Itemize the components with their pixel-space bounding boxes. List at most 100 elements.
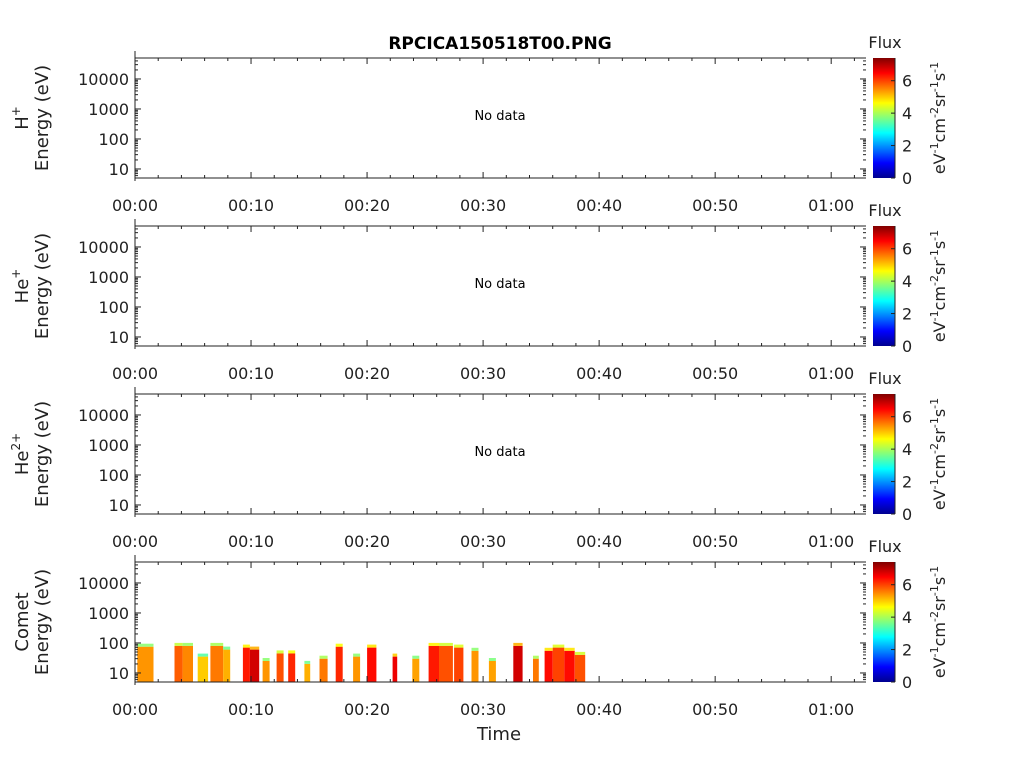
- colorbar-unit-part: -1: [928, 81, 941, 92]
- colorbar-unit-label: eV-1cm-2sr-1s-1: [928, 230, 949, 342]
- colorbar-unit-part: eV: [930, 321, 949, 342]
- colorbar-tick-label: 2: [902, 473, 912, 492]
- x-tick-label: 00:20: [344, 532, 390, 551]
- x-tick-label: 00:40: [576, 700, 622, 719]
- spectrogram-cell: [513, 645, 523, 682]
- y-tick-label: 10000: [78, 70, 129, 89]
- y-tick-label: 1000: [88, 604, 129, 623]
- no-data-annotation: No data: [474, 277, 525, 292]
- colorbar-tick-label: 0: [902, 337, 912, 356]
- y-axis-species: He: [12, 451, 33, 476]
- colorbar-unit-part: -1: [928, 249, 941, 260]
- colorbar-unit-part: sr: [930, 596, 949, 611]
- spectrogram-cell: [353, 656, 361, 682]
- spectrogram-cell: [223, 649, 231, 682]
- colorbar-unit-part: -1: [928, 417, 941, 428]
- colorbar-unit-part: -1: [928, 398, 941, 409]
- y-tick-label: 10000: [78, 406, 129, 425]
- colorbar-unit-part: cm: [930, 622, 949, 646]
- colorbar-unit-part: cm: [930, 454, 949, 478]
- colorbar-tick-label: 4: [902, 272, 912, 291]
- y-tick-label: 100: [98, 466, 129, 485]
- colorbar-unit-part: cm: [930, 286, 949, 310]
- spectrogram-cell-edge: [439, 642, 453, 646]
- x-tick-label: 00:40: [576, 532, 622, 551]
- spectrogram-cell: [552, 647, 565, 682]
- x-tick-label: 01:00: [808, 700, 854, 719]
- y-tick-label: 10: [109, 160, 129, 179]
- spectrogram-cell-edge: [319, 655, 328, 659]
- spectrogram-cell-edge: [513, 642, 523, 646]
- colorbar-unit-part: s: [930, 241, 949, 249]
- spectrogram-cell-edge: [242, 644, 250, 648]
- y-axis-units: Energy (eV): [32, 401, 53, 507]
- spectrogram-cell: [335, 646, 343, 682]
- spectrogram-cell: [412, 658, 420, 682]
- x-tick-label: 00:40: [576, 196, 622, 215]
- colorbar-unit-part: cm: [930, 118, 949, 142]
- colorbar-unit-part: -2: [928, 275, 941, 286]
- colorbar-tick-label: 2: [902, 641, 912, 660]
- colorbar-unit-part: eV: [930, 489, 949, 510]
- y-tick-label: 10: [109, 496, 129, 515]
- spectrogram-cell: [276, 653, 284, 682]
- colorbar-unit-part: -1: [928, 566, 941, 577]
- y-tick-label: 100: [98, 130, 129, 149]
- colorbar-unit-part: sr: [930, 428, 949, 443]
- spectrogram-cell: [488, 661, 496, 682]
- x-tick-label: 00:10: [228, 532, 274, 551]
- panel-heplus: 00:00 00:10 00:20 00:30 00:40 00:50 01:00 10 100…: [9, 201, 949, 383]
- spectrogram-cell-edge: [197, 653, 209, 657]
- colorbar-tick-label: 0: [902, 505, 912, 524]
- y-axis-label: H+ Energy (eV): [9, 65, 53, 171]
- x-tick-label: 00:30: [460, 700, 506, 719]
- colorbar-unit-label: eV-1cm-2sr-1s-1: [928, 566, 949, 678]
- x-axis-label: Time: [476, 724, 521, 745]
- colorbar-unit-part: s: [930, 409, 949, 417]
- spectrogram-cell: [564, 650, 575, 682]
- y-axis-charge: +: [9, 269, 23, 279]
- y-tick-label: 100: [98, 298, 129, 317]
- x-tick-label: 00:30: [460, 364, 506, 383]
- spectrogram-cell-edge: [428, 642, 439, 646]
- colorbar-title: Flux: [868, 201, 901, 220]
- y-axis-units: Energy (eV): [32, 65, 53, 171]
- x-tick-label: 00:10: [228, 700, 274, 719]
- figure-title: RPCICA150518T00.PNG: [388, 34, 611, 54]
- spectrogram-cell-edge: [544, 647, 553, 651]
- y-tick-label: 10000: [78, 238, 129, 257]
- y-axis-charge: +: [9, 106, 23, 116]
- spectrogram-cell-edge: [249, 646, 260, 650]
- spectrogram-cell-edge: [392, 653, 398, 657]
- x-tick-label: 00:50: [692, 532, 738, 551]
- spectrogram-cell: [574, 654, 586, 682]
- spectrogram-cell-edge: [276, 650, 284, 654]
- x-tick-label: 01:00: [808, 532, 854, 551]
- spectrogram-cell: [210, 645, 224, 682]
- colorbar-unit-label: eV-1cm-2sr-1s-1: [928, 62, 949, 174]
- colorbar-tick-label: 6: [902, 72, 912, 91]
- y-axis-label: He2+ Energy (eV): [9, 401, 53, 507]
- spectrogram-cell: [471, 650, 479, 682]
- y-axis-species: H: [12, 116, 33, 130]
- x-tick-label: 00:50: [692, 196, 738, 215]
- colorbar-tick-label: 4: [902, 608, 912, 627]
- colorbar-title: Flux: [868, 369, 901, 388]
- spectrogram-cell-edge: [335, 643, 343, 647]
- colorbar: [873, 394, 895, 514]
- colorbar-unit-label: eV-1cm-2sr-1s-1: [928, 398, 949, 510]
- colorbar-unit-part: -1: [928, 310, 941, 321]
- y-tick-label: 10: [109, 328, 129, 347]
- colorbar-unit-part: sr: [930, 260, 949, 275]
- spectrogram-cell-edge: [137, 643, 154, 647]
- spectrogram-cell: [454, 647, 464, 682]
- y-axis-units: Energy (eV): [32, 569, 53, 675]
- spectrogram-cell: [288, 653, 296, 682]
- spectrogram-cell-edge: [174, 642, 183, 646]
- colorbar-unit-part: s: [930, 73, 949, 81]
- colorbar-unit-part: eV: [930, 657, 949, 678]
- y-tick-label: 1000: [88, 268, 129, 287]
- spectrogram-cell: [182, 645, 193, 682]
- spectrogram-cell-edge: [210, 642, 224, 646]
- colorbar: [873, 562, 895, 682]
